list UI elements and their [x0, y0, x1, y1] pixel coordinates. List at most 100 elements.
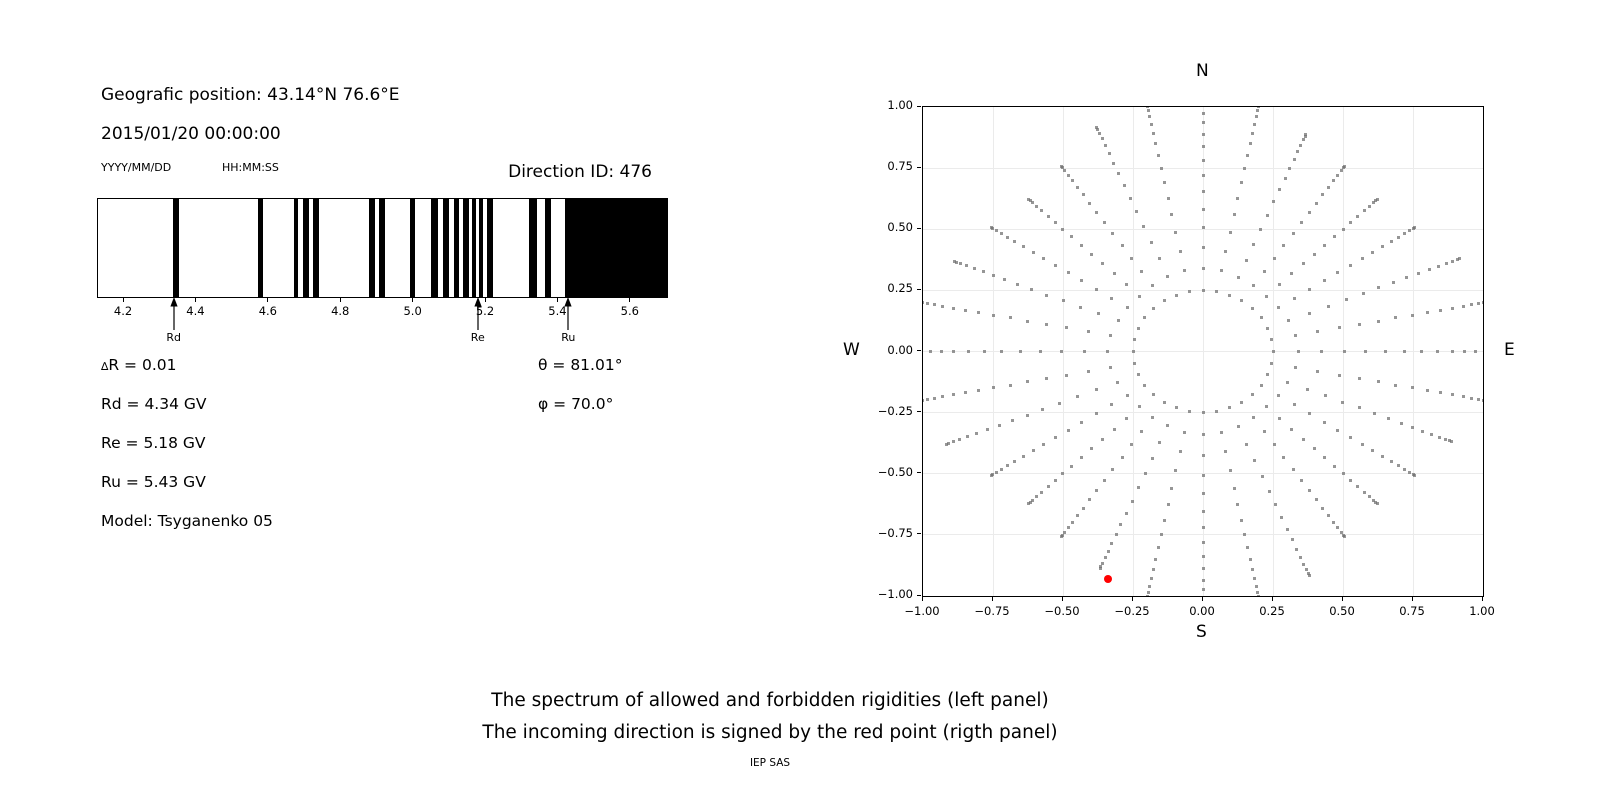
direction-dot: [925, 397, 929, 401]
direction-dot: [1308, 412, 1312, 416]
direction-dot: [1098, 566, 1102, 570]
caption-line-1: The spectrum of allowed and forbidden ri…: [491, 690, 1049, 711]
direction-dot: [932, 303, 936, 307]
direction-dot: [1228, 468, 1232, 472]
forbidden-band: [471, 199, 476, 297]
direction-dot: [1101, 561, 1105, 565]
direction-dot: [1224, 249, 1228, 253]
compass-label-south: S: [1196, 622, 1207, 642]
direction-dot: [1026, 319, 1030, 323]
direction-dot: [1114, 533, 1118, 537]
direction-dot: [1163, 181, 1167, 185]
direction-dot: [1201, 509, 1205, 513]
direction-dot: [1027, 197, 1031, 201]
scatter-y-tick-label: 0.25: [887, 281, 913, 296]
direction-dot: [1201, 433, 1205, 437]
direction-dot: [1130, 256, 1134, 260]
direction-dot: [1095, 388, 1099, 392]
direction-dot: [1237, 424, 1241, 428]
direction-dot: [1082, 350, 1086, 353]
direction-dot: [1011, 418, 1015, 422]
direction-dot: [1159, 167, 1163, 171]
direction-dot: [1166, 196, 1170, 200]
direction-dot: [1283, 177, 1287, 181]
direction-dot: [1259, 316, 1263, 320]
direction-dot: [1125, 416, 1129, 420]
scatter-y-tick: [917, 166, 921, 168]
direction-dot: [1386, 417, 1390, 420]
spectrum-x-tick-label: 4.4: [186, 304, 205, 318]
direction-dot: [1371, 449, 1375, 453]
direction-dot: [999, 232, 1003, 236]
direction-dot: [982, 350, 986, 353]
direction-dot: [928, 350, 932, 353]
direction-dot: [1156, 545, 1160, 549]
spectrum-x-tick: [122, 298, 124, 302]
direction-dot: [1031, 201, 1035, 205]
direction-dot: [1201, 246, 1205, 250]
direction-dot: [1308, 287, 1312, 291]
direction-dot: [1302, 262, 1306, 266]
scatter-y-tick-label: 0.75: [887, 159, 913, 174]
direction-dot: [1399, 421, 1403, 425]
direction-dot: [1293, 366, 1297, 370]
direction-dot: [972, 267, 976, 271]
direction-dot: [1332, 179, 1336, 183]
direction-dot: [1236, 503, 1240, 507]
direction-dot: [1136, 373, 1140, 377]
forbidden-band: [528, 199, 537, 297]
direction-dot: [1046, 485, 1050, 489]
direction-dot: [1339, 169, 1343, 173]
rigidity-spectrum-plot: [97, 198, 668, 298]
spectrum-x-tick: [194, 298, 196, 302]
direction-dot: [959, 262, 963, 266]
direction-dot: [1251, 131, 1255, 135]
scatter-x-tick: [1061, 597, 1063, 601]
direction-dot: [1100, 437, 1104, 441]
direction-dot: [1215, 290, 1219, 294]
direction-dot: [1295, 547, 1299, 551]
grid-line-horizontal: [923, 351, 1483, 352]
direction-dot: [1250, 306, 1254, 310]
direction-dot: [1030, 288, 1034, 292]
direction-dot: [1380, 245, 1384, 249]
direction-dot: [1251, 568, 1255, 572]
direction-dot: [1437, 435, 1441, 439]
direction-dot: [932, 396, 936, 400]
direction-dot: [965, 264, 969, 268]
direction-dot: [1154, 142, 1158, 146]
direction-dot: [1145, 595, 1149, 596]
direction-dot: [1228, 231, 1232, 234]
direction-dot: [1103, 144, 1107, 148]
spectrum-x-tick: [629, 298, 631, 302]
direction-dot: [1088, 498, 1092, 502]
direction-dot: [1316, 330, 1320, 334]
grid-line-horizontal: [923, 167, 1483, 169]
scatter-x-tick-label: −0.50: [1044, 604, 1080, 618]
direction-dot: [1166, 503, 1170, 507]
rd-value-text: Rd = 4.34 GV: [101, 395, 207, 413]
direction-dot: [941, 395, 945, 399]
direction-dot: [1397, 235, 1401, 239]
direction-dot: [1286, 380, 1290, 384]
direction-dot: [1187, 290, 1191, 294]
direction-dot: [1413, 473, 1417, 477]
direction-dot: [1320, 350, 1324, 353]
direction-dot: [1178, 249, 1182, 253]
scatter-y-tick-label: −0.75: [877, 525, 913, 540]
direction-dot: [999, 467, 1003, 471]
direction-dot: [1219, 269, 1223, 273]
scatter-y-tick: [917, 227, 921, 229]
direction-dot: [1389, 459, 1393, 463]
direction-dot: [1450, 350, 1454, 353]
direction-dot: [1339, 530, 1343, 534]
direction-dot: [1076, 395, 1080, 399]
direction-dot: [1140, 270, 1144, 274]
direction-dot: [1251, 415, 1255, 419]
direction-dot: [1201, 578, 1205, 582]
annotation-arrow-re: [474, 297, 482, 330]
direction-dot: [1371, 201, 1375, 205]
direction-dot: [1166, 424, 1170, 428]
direction-dot: [1061, 472, 1065, 476]
direction-dot: [1128, 196, 1132, 200]
